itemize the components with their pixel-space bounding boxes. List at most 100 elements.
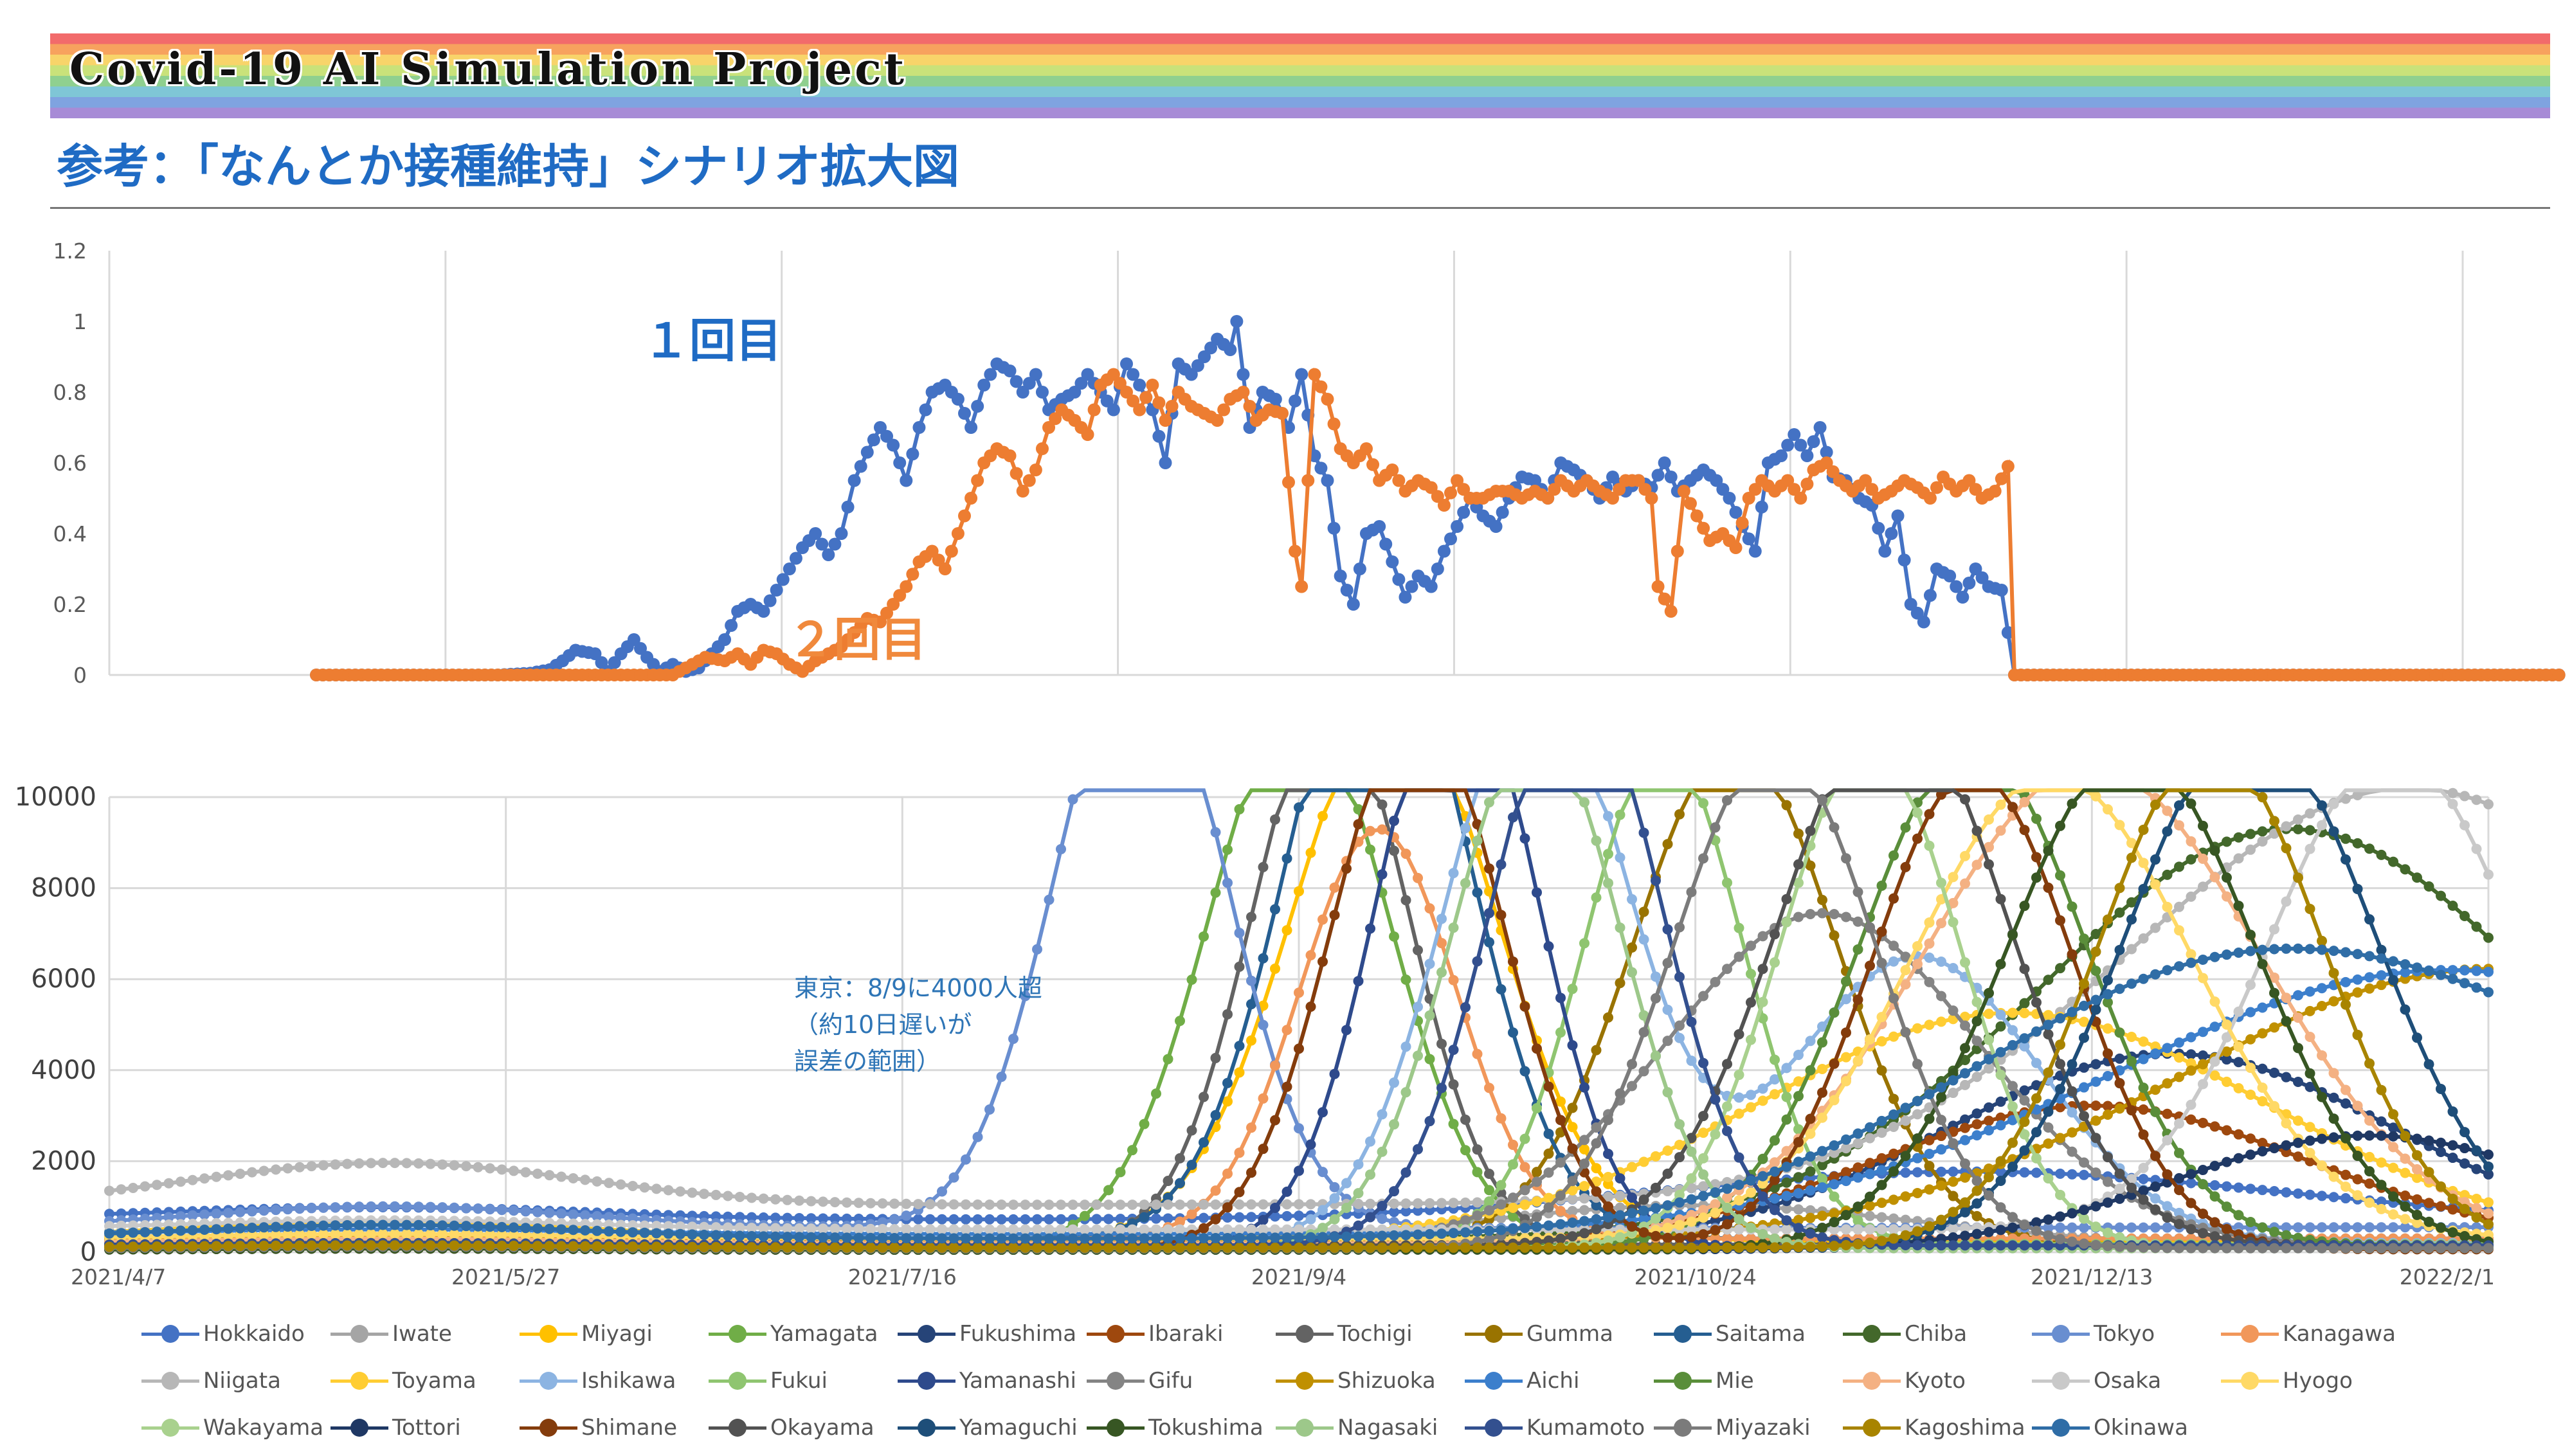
- y-tick-label: 1.2: [53, 238, 87, 264]
- data-point: [873, 615, 887, 629]
- data-point: [2126, 897, 2137, 908]
- data-point: [1971, 1072, 1982, 1083]
- data-point: [2436, 890, 2446, 901]
- data-point: [1103, 1214, 1114, 1225]
- data-point: [770, 1194, 781, 1205]
- data-point: [1389, 1207, 1399, 1218]
- data-point: [461, 1203, 471, 1214]
- data-point: [1365, 844, 1375, 855]
- data-point: [1318, 1107, 1328, 1118]
- data-point: [1865, 1158, 1875, 1169]
- data-point: [1308, 368, 1321, 381]
- data-point: [163, 1178, 174, 1189]
- data-point: [1697, 521, 1710, 535]
- data-point: [1519, 1066, 1530, 1077]
- data-point: [1067, 1200, 1078, 1210]
- data-point: [1222, 844, 1233, 855]
- data-point: [1829, 1171, 1840, 1182]
- data-point: [2019, 998, 2030, 1009]
- data-point: [1222, 1077, 1233, 1088]
- data-point: [2019, 1085, 2030, 1096]
- data-point: [996, 1214, 1007, 1225]
- data-point: [711, 1189, 721, 1200]
- data-point: [2031, 1080, 2042, 1091]
- banner-stripe: [50, 65, 2550, 76]
- data-point: [1677, 485, 1690, 498]
- data-point: [354, 1201, 365, 1212]
- data-point: [1567, 1122, 1578, 1133]
- data-point: [972, 1131, 983, 1142]
- data-point: [1448, 868, 1459, 879]
- data-point: [1067, 794, 1078, 805]
- data-point: [2447, 900, 2458, 911]
- data-point: [1281, 925, 1292, 936]
- data-point: [294, 1203, 305, 1214]
- data-point: [1888, 940, 1899, 951]
- data-point: [1234, 1212, 1245, 1223]
- data-point: [1781, 1063, 1792, 1074]
- data-point: [1234, 1199, 1245, 1210]
- data-point: [984, 1104, 995, 1115]
- data-point: [925, 1199, 936, 1210]
- data-point: [1008, 1034, 1019, 1045]
- data-point: [2483, 1169, 2494, 1180]
- data-point: [235, 1207, 246, 1218]
- data-point: [1746, 968, 1756, 979]
- x-tick-label: 2021/4/7: [71, 1264, 166, 1286]
- data-point: [842, 1213, 852, 1224]
- data-point: [2412, 1194, 2422, 1205]
- rainbow-banner: [50, 33, 2550, 118]
- data-point: [1413, 872, 1423, 883]
- data-point: [1436, 1198, 1447, 1209]
- data-point: [913, 1199, 923, 1210]
- x-tick-label: 2021/9/4: [1251, 1264, 1346, 1286]
- data-point: [1159, 414, 1172, 427]
- data-point: [199, 1173, 210, 1184]
- data-point: [1234, 961, 1245, 972]
- data-point: [1103, 1200, 1114, 1210]
- series-annotation-second-dose: ２回目: [788, 613, 927, 667]
- project-title: Covid-19 AI Simulation Project: [69, 44, 907, 95]
- x-tick-label: 2022/2/1: [2400, 1264, 2495, 1286]
- data-point: [2007, 1007, 2018, 1018]
- data-point: [2233, 1182, 2244, 1193]
- data-point: [1723, 492, 1736, 505]
- data-point: [1800, 449, 1814, 462]
- data-point: [211, 1171, 222, 1182]
- data-point: [1971, 1210, 1982, 1221]
- data-point: [1924, 1160, 1935, 1171]
- data-point: [377, 1158, 388, 1169]
- data-point: [1353, 1198, 1364, 1209]
- data-point: [1995, 1096, 2006, 1107]
- data-point: [829, 1213, 840, 1224]
- data-point: [1788, 428, 1801, 441]
- data-point: [2174, 1072, 2184, 1083]
- data-point: [1270, 963, 1280, 974]
- data-point: [818, 1196, 828, 1207]
- data-point: [223, 1170, 233, 1181]
- data-point: [2150, 1048, 2160, 1059]
- data-point: [628, 1180, 638, 1191]
- data-point: [1400, 895, 1411, 906]
- data-point: [1496, 1180, 1507, 1191]
- data-point: [1139, 1200, 1150, 1210]
- data-point: [2400, 1191, 2411, 1201]
- data-point: [1020, 991, 1031, 1002]
- data-point: [1960, 1020, 1970, 1031]
- data-point: [1210, 1185, 1221, 1196]
- data-point: [485, 1204, 495, 1215]
- data-point: [1318, 914, 1328, 925]
- data-point: [1210, 1199, 1221, 1210]
- data-point: [1341, 1025, 1352, 1036]
- data-point: [2305, 1222, 2315, 1233]
- data-point: [1532, 1176, 1542, 1187]
- data-point: [1579, 1144, 1589, 1155]
- data-point: [1615, 809, 1626, 820]
- data-point: [1127, 1200, 1137, 1210]
- data-point: [592, 1210, 602, 1221]
- data-point: [1508, 1202, 1518, 1213]
- data-point: [1151, 1213, 1161, 1224]
- data-point: [1548, 483, 1561, 496]
- banner-stripe: [50, 76, 2550, 87]
- data-point: [1165, 400, 1179, 413]
